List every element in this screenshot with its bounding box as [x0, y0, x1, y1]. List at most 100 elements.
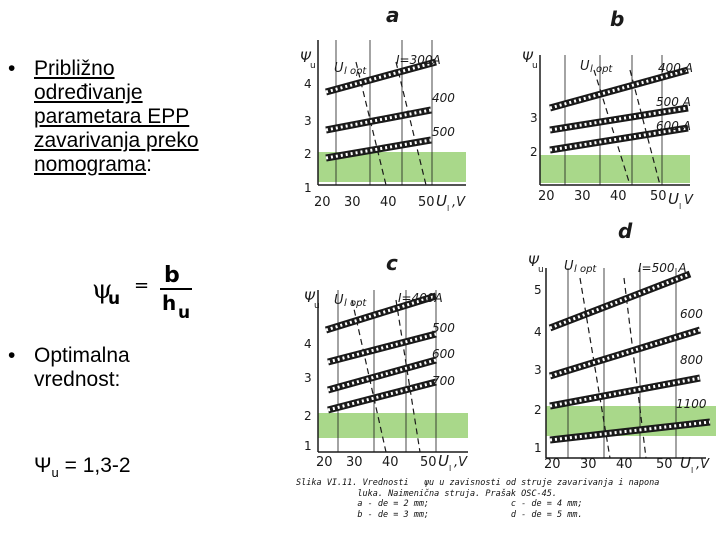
- bullet-1-line-3: parametara EPP: [34, 105, 190, 128]
- current-curve-2-hatch: [549, 106, 689, 132]
- caption-line-1: Slika VI.11. Vrednosti ψu u zavisnosti o…: [296, 478, 660, 488]
- current-curve-3-hatch: [549, 126, 689, 152]
- caption-line-4: b - de = 3 mm; d - de = 5 mm.: [296, 509, 583, 520]
- formula-lhs-sub: u: [108, 289, 120, 309]
- figure-caption: Slika VI.11. Vrednosti ψu u zavisnosti o…: [296, 478, 718, 520]
- optimal-range-highlight: [318, 413, 468, 438]
- optimum-text: = 1,3-2: [58, 454, 131, 477]
- current-curve-4-hatch: [549, 420, 711, 442]
- current-curve-4-hatch: [327, 380, 437, 412]
- x-axis-unit-sub: l: [691, 466, 693, 475]
- y-tick-label: 4: [534, 325, 542, 339]
- y-tick-label: 1: [304, 439, 312, 453]
- optimal-voltage-line: [351, 299, 387, 453]
- bullet-1-line-4: zavarivanja preko: [34, 129, 199, 152]
- optimal-voltage-label: U: [334, 61, 344, 76]
- current-curve-label: 1100: [676, 397, 707, 411]
- current-curve-label: 600: [432, 347, 455, 361]
- optimal-voltage-line: [593, 69, 631, 186]
- y-tick-label: 3: [304, 114, 312, 128]
- x-tick-label: 30: [574, 189, 591, 204]
- x-tick-label: 30: [344, 195, 361, 210]
- x-tick-label: 50: [650, 189, 667, 204]
- current-curve-label: I=300A: [396, 53, 441, 67]
- caption-line-2: luka. Naimenična struja. Prašak OSC-45.: [296, 488, 557, 499]
- x-axis-unit-tail: ,V: [696, 457, 710, 472]
- formula-numerator: b: [164, 263, 180, 288]
- y-tick-label: 3: [530, 111, 538, 125]
- y-tick-label: 2: [534, 403, 542, 417]
- bullet-1-marker: •: [8, 57, 16, 80]
- current-curve-label: I=500 A: [638, 261, 687, 275]
- current-curve-label: 700: [432, 374, 455, 388]
- y-tick-label: 3: [534, 363, 542, 377]
- current-curve-label: 500: [432, 321, 455, 335]
- optimal-voltage-label: U: [334, 293, 344, 308]
- x-tick-label: 50: [420, 455, 437, 470]
- y-axis-label: Ψ: [522, 50, 534, 66]
- x-tick-label: 40: [380, 195, 397, 210]
- current-curve-3-hatch: [549, 376, 701, 408]
- panel-label: d: [618, 219, 633, 243]
- y-tick-label: 4: [304, 337, 312, 351]
- current-curve-2-hatch: [549, 328, 701, 378]
- x-axis-unit-tail: V: [684, 193, 694, 208]
- caption-line-3: a - de = 2 mm; c - de = 4 mm;: [296, 499, 583, 509]
- current-curve-2: [325, 106, 432, 134]
- y-tick-label: 5: [534, 283, 542, 297]
- x-axis-unit-tail: ,V: [452, 195, 466, 210]
- optimal-range-highlight: [540, 155, 690, 183]
- y-tick-label: 3: [304, 371, 312, 385]
- y-axis-label-sub: u: [310, 61, 316, 71]
- current-curve-label: 600: [680, 307, 703, 321]
- y-tick-label: 2: [530, 145, 538, 159]
- x-tick-label: 20: [544, 457, 561, 472]
- current-curve-3-hatch: [327, 358, 437, 392]
- optimum-value: Ψu = 1,3-2: [34, 454, 131, 480]
- current-curve-label: I=400A: [398, 291, 443, 305]
- current-curve-label: 400 A: [658, 61, 693, 75]
- optimal-voltage-label: U: [564, 259, 574, 274]
- optimal-voltage-line: [395, 61, 427, 186]
- current-curve-label: 600 A: [656, 119, 691, 133]
- bullet-2-marker: •: [8, 344, 16, 367]
- optimum-symbol: Ψ: [34, 454, 52, 477]
- x-axis-unit: U: [438, 452, 449, 470]
- formula-eq: =: [134, 275, 149, 296]
- y-tick-label: 1: [534, 441, 542, 455]
- current-curve-label: 800: [680, 353, 703, 367]
- bullet-1-text: Približno određivanje parametara EPP zav…: [34, 57, 274, 177]
- y-tick-label: 2: [304, 147, 312, 161]
- optimum-sub: u: [51, 465, 59, 481]
- bullet-1-line-5: nomograma: [34, 153, 147, 176]
- panel-label: a: [386, 3, 400, 27]
- bullet-2-line-1: Optimalna: [34, 344, 130, 367]
- y-axis-label: Ψ: [304, 290, 316, 306]
- x-tick-label: 30: [580, 457, 597, 472]
- x-axis-unit: U: [668, 190, 679, 208]
- y-axis-label: Ψ: [300, 50, 312, 66]
- formula-denominator: h: [162, 291, 176, 315]
- y-axis-label-sub: u: [532, 61, 538, 71]
- x-axis-unit-sub: l: [449, 464, 451, 473]
- x-axis-unit-sub: l: [447, 204, 449, 213]
- x-tick-label: 40: [382, 455, 399, 470]
- formula-lhs: ψ: [92, 275, 112, 305]
- bullet-1-line-2: određivanje: [34, 81, 143, 104]
- x-tick-label: 20: [314, 195, 331, 210]
- bullet-2-line-2: vrednost:: [34, 368, 121, 391]
- y-tick-label: 2: [304, 409, 312, 423]
- optimal-voltage-label-sub: l opt: [574, 264, 597, 275]
- current-curve-label: 500: [432, 125, 455, 139]
- x-tick-label: 50: [418, 195, 435, 210]
- optimal-voltage-label: U: [580, 59, 590, 74]
- optimal-voltage-label-sub: l opt: [344, 298, 367, 309]
- x-axis-unit: U: [680, 454, 691, 472]
- y-axis-label-sub: u: [314, 301, 320, 311]
- current-curve-3: [325, 136, 432, 162]
- current-curve-1-hatch: [549, 68, 689, 110]
- bullet-1-tail: :: [146, 153, 152, 176]
- current-curve-1-hatch: [325, 294, 437, 332]
